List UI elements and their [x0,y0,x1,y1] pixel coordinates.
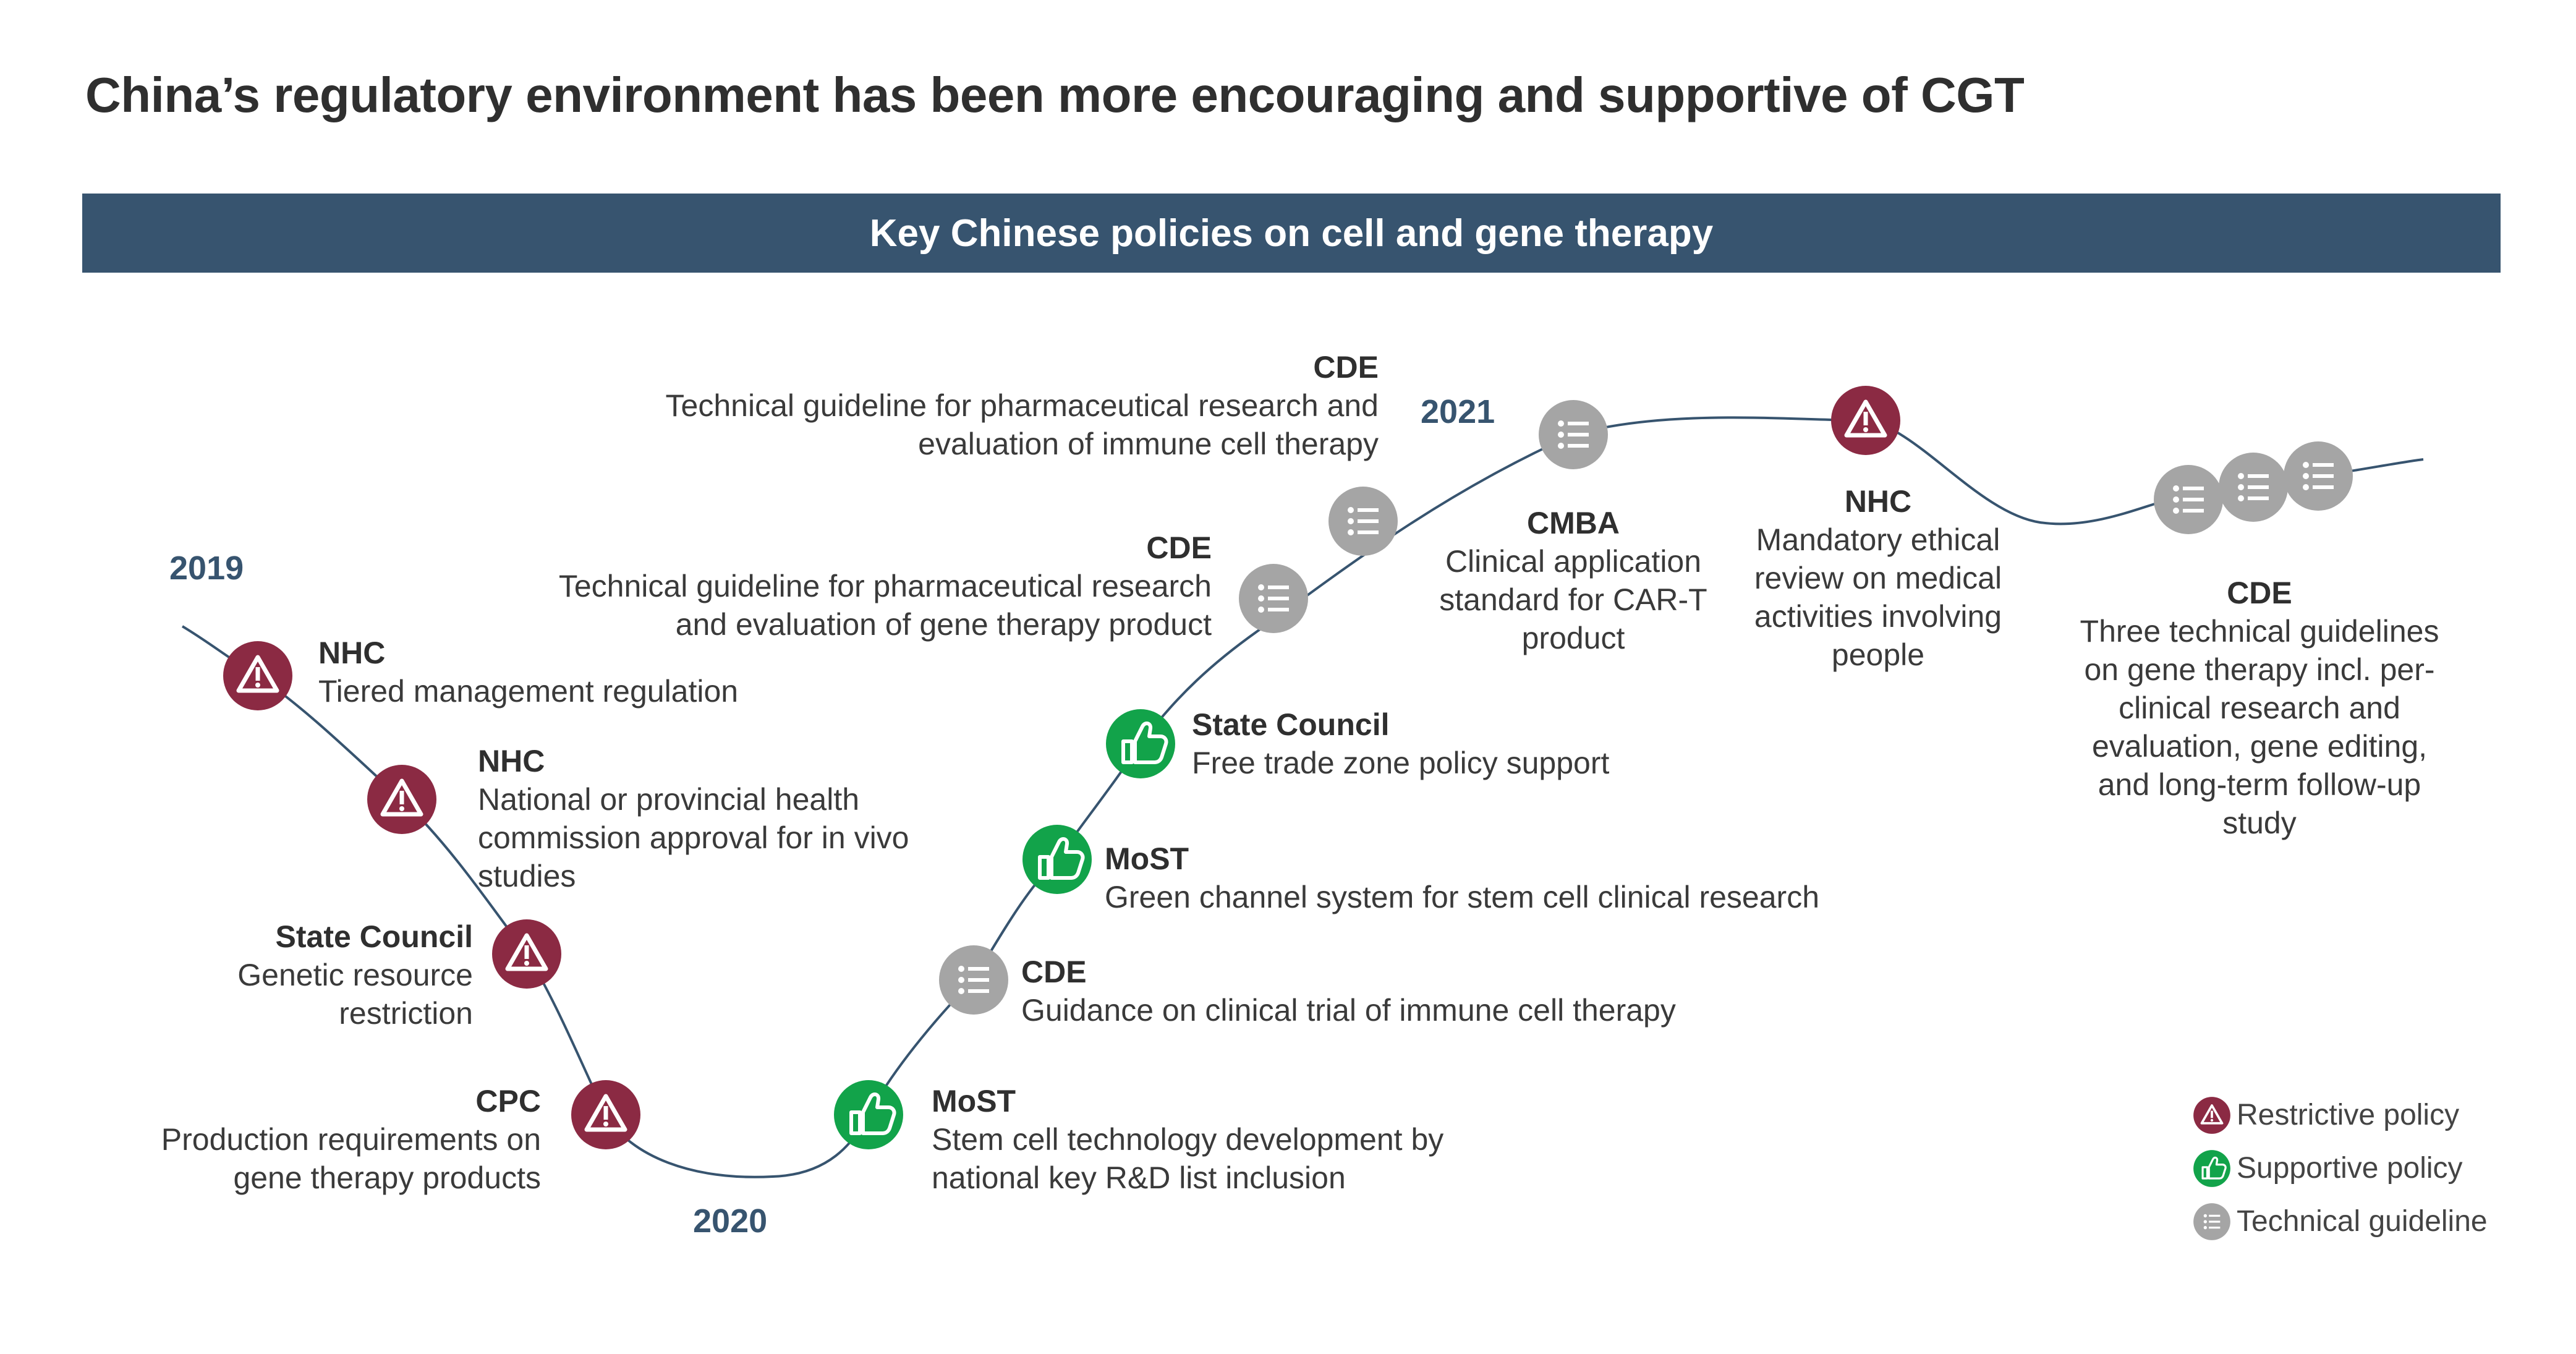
event-label-7: MoST Green channel system for stem cell … [1105,840,1908,916]
legend-label: Restrictive policy [2237,1099,2460,1131]
event-label-5: MoST Stem cell technology development by… [932,1082,1513,1197]
event-label-2: NHC National or provincial health commis… [478,742,911,895]
year-2021: 2021 [1421,393,1495,430]
event-label-8: State Council Free trade zone policy sup… [1192,705,1748,782]
event-org: NHC [478,744,545,778]
event-org: CDE [2227,576,2292,610]
event-label-4: CPC Production requirements on gene ther… [111,1082,541,1197]
guideline-icon-6 [2219,453,2288,522]
event-org: CPC [475,1084,541,1118]
banner-title: Key Chinese policies on cell and gene th… [82,194,2501,273]
event-org: CDE [1146,530,1212,565]
event-desc: Technical guideline for pharmaceutical r… [558,569,1212,642]
event-desc: Three technical guidelines on gene thera… [2080,614,2439,840]
year-2020: 2020 [693,1203,768,1240]
event-desc: Guidance on clinical trial of immune cel… [1021,993,1676,1028]
thumbs-up-icon [2192,1149,2232,1188]
event-desc: Production requirements on gene therapy … [161,1122,541,1195]
event-label-12: NHC Mandatory ethical review on medical … [1736,482,2020,674]
event-label-10: CDE Technical guideline for pharmaceutic… [661,348,1379,463]
guideline-icon-4 [1539,400,1608,469]
supportive-icon-1 [834,1080,903,1149]
list-icon [2193,1203,2230,1240]
guideline-icon-1 [939,945,1008,1015]
event-desc: Mandatory ethical review on medical acti… [1754,522,2002,672]
event-desc: National or provincial health commission… [478,782,909,893]
event-desc: Stem cell technology development by nati… [932,1122,1444,1195]
restrictive-icon-1 [223,641,292,710]
main-title: China’s regulatory environment has been … [85,67,2025,122]
event-label-3: State Council Genetic resource restricti… [201,918,473,1033]
event-org: MoST [1105,841,1189,876]
guideline-icon-5 [2154,465,2223,534]
event-org: CMBA [1527,506,1620,540]
event-label-6: CDE Guidance on clinical trial of immune… [1021,953,1763,1029]
event-org: MoST [932,1084,1016,1118]
event-org: CDE [1021,955,1087,989]
event-label-1: NHC Tiered management regulation [318,634,875,710]
event-desc: Clinical application standard for CAR-T … [1439,544,1707,655]
legend-label: Supportive policy [2237,1152,2463,1185]
guideline-icon-7 [2284,441,2353,511]
event-desc: Green channel system for stem cell clini… [1105,880,1820,914]
event-org: State Council [275,919,473,954]
restrictive-icon [2192,1096,2232,1135]
event-desc: Tiered management regulation [318,674,739,709]
event-org: CDE [1313,350,1379,385]
event-org: State Council [1192,707,1390,742]
restrictive-icon-3 [492,919,561,989]
restrictive-icon-4 [571,1080,640,1149]
event-org: NHC [318,636,386,670]
restrictive-icon-5 [1831,386,1900,455]
event-org: NHC [1844,484,1912,519]
guideline-icon-2 [1239,564,1308,633]
event-desc: Genetic resource restriction [237,958,473,1031]
event-label-11: CMBA Clinical application standard for C… [1431,504,1715,657]
guideline-icon-3 [1328,487,1398,556]
event-label-9: CDE Technical guideline for pharmaceutic… [507,529,1212,644]
event-desc: Technical guideline for pharmaceutical r… [665,388,1379,461]
supportive-icon-2 [1022,825,1092,894]
year-2019: 2019 [169,550,244,587]
legend-label: Technical guideline [2237,1205,2488,1238]
restrictive-icon-2 [367,765,436,834]
event-desc: Free trade zone policy support [1192,746,1610,780]
supportive-icon-3 [1106,709,1175,778]
event-label-13: CDE Three technical guidelines on gene t… [2065,574,2454,842]
